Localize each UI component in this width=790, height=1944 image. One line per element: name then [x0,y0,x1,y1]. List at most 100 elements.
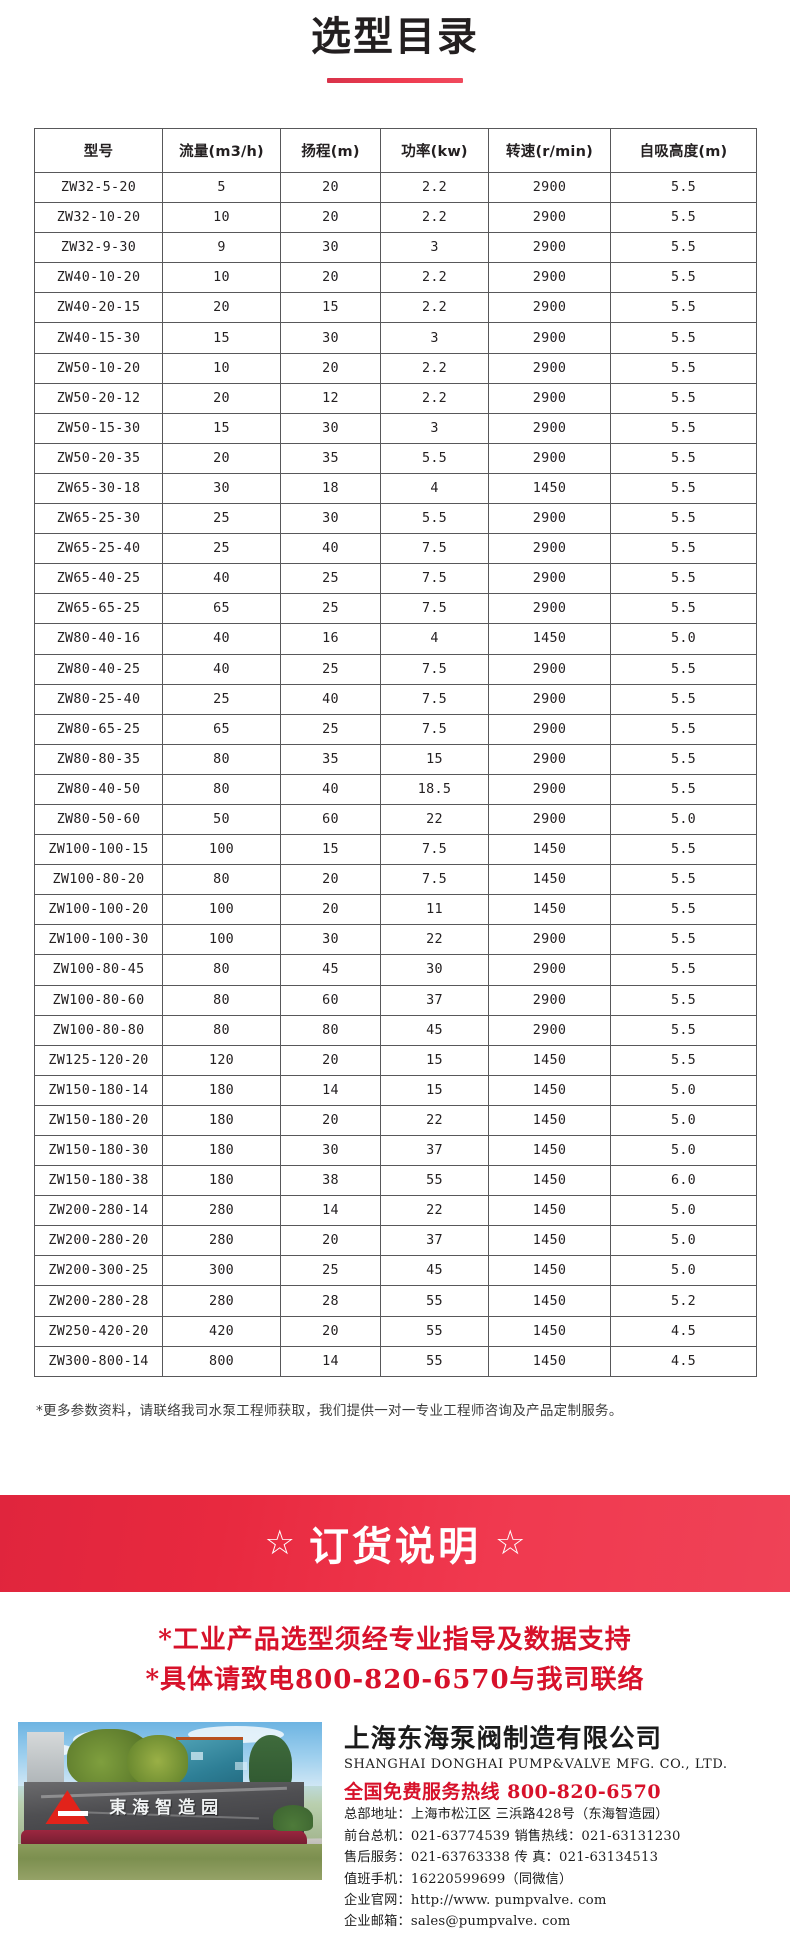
cell-speed: 2900 [488,442,611,474]
cell-speed: 1450 [488,1345,611,1377]
photo-tree [127,1734,189,1788]
cell-speed: 1450 [488,1104,611,1137]
cell-model: ZW100-100-20 [34,894,163,926]
cell-flow: 40 [162,563,281,595]
cell-model: ZW40-10-20 [34,262,163,294]
table-row: ZW100-80-60 80 60 37 2900 5.5 [34,984,757,1016]
cell-suction-height: 5.5 [610,954,757,986]
cell-model: ZW80-50-60 [34,803,163,836]
cell-model: ZW80-40-16 [34,623,163,655]
cell-speed: 2900 [488,803,611,836]
table-row: ZW80-50-60 50 60 22 2900 5.0 [34,803,757,836]
cell-power: 3 [380,232,489,264]
table-row: ZW50-10-20 10 20 2.2 2900 5.5 [34,352,757,384]
table-row: ZW200-280-20 280 20 37 1450 5.0 [34,1225,757,1257]
table-row: ZW40-20-15 20 15 2.2 2900 5.5 [34,292,757,324]
cell-power: 37 [380,984,489,1016]
cell-suction-height: 5.5 [610,171,757,204]
table-row: ZW65-40-25 40 25 7.5 2900 5.5 [34,563,757,595]
cell-flow: 80 [162,954,281,986]
cell-model: ZW150-180-14 [34,1074,163,1106]
table-row: ZW100-80-80 80 80 45 2900 5.5 [34,1014,757,1046]
cell-suction-height: 5.0 [610,1225,757,1257]
cell-speed: 1450 [488,623,611,655]
cell-head: 20 [280,864,381,896]
page-title: 选型目录 [311,14,479,60]
cell-power: 55 [380,1165,489,1197]
cell-speed: 1450 [488,1134,611,1167]
cell-speed: 2900 [488,563,611,595]
photo-hedge [21,1829,307,1848]
company-name-en: SHANGHAI DONGHAI PUMP&VALVE MFG. CO., LT… [344,1757,728,1773]
cell-model: ZW100-80-20 [34,864,163,896]
spec-table-wrapper: 型号 流量(m3/h) 扬程(m) 功率(kw) 转速(r/min) 自吸高度(… [34,128,757,1377]
star-icon-right: ☆ [495,1524,526,1563]
cell-suction-height: 5.5 [610,563,757,595]
cell-model: ZW125-120-20 [34,1044,163,1076]
cell-speed: 2900 [488,322,611,354]
cell-flow: 20 [162,382,281,414]
table-row: ZW32-9-30 9 30 3 2900 5.5 [34,232,757,264]
cell-head: 35 [280,743,381,775]
cell-power: 22 [380,1104,489,1137]
table-row: ZW100-80-20 80 20 7.5 1450 5.5 [34,864,757,896]
cell-flow: 280 [162,1285,281,1317]
cell-power: 4 [380,472,489,505]
cell-head: 30 [280,232,381,264]
company-name-cn: 上海东海泵阀制造有限公司 [344,1724,663,1755]
cell-head: 25 [280,713,381,745]
cell-suction-height: 5.0 [610,1134,757,1167]
cell-model: ZW32-10-20 [34,202,163,234]
cell-model: ZW32-9-30 [34,232,163,264]
cell-speed: 2900 [488,593,611,625]
cell-head: 30 [280,322,381,354]
cell-speed: 1450 [488,1285,611,1317]
cell-speed: 1450 [488,834,611,866]
table-row: ZW100-100-15 100 15 7.5 1450 5.5 [34,834,757,866]
cell-suction-height: 5.0 [610,1104,757,1137]
cell-flow: 300 [162,1255,281,1287]
cell-flow: 30 [162,472,281,505]
cell-head: 12 [280,382,381,414]
cell-model: ZW150-180-20 [34,1104,163,1137]
cell-flow: 15 [162,322,281,354]
table-row: ZW32-5-20 5 20 2.2 2900 5.5 [34,171,757,204]
cell-speed: 1450 [488,1255,611,1287]
cell-suction-height: 5.5 [610,232,757,264]
cell-head: 25 [280,593,381,625]
table-row: ZW100-100-30 100 30 22 2900 5.5 [34,924,757,956]
cell-power: 2.2 [380,171,489,204]
cell-power: 7.5 [380,864,489,896]
table-row: ZW125-120-20 120 20 15 1450 5.5 [34,1044,757,1076]
cell-model: ZW300-800-14 [34,1345,163,1377]
cell-flow: 280 [162,1225,281,1257]
cell-model: ZW50-20-12 [34,382,163,414]
callout-line-1: *工业产品选型须经专业指导及数据支持 [158,1624,632,1655]
cell-flow: 10 [162,352,281,384]
cell-head: 20 [280,1044,381,1076]
cell-head: 18 [280,472,381,505]
cell-power: 2.2 [380,262,489,294]
table-row: ZW150-180-20 180 20 22 1450 5.0 [34,1104,757,1137]
company-footer: 東海智造园 上海东海泵阀制造有限公司 SHANGHAI DONGHAI PUMP… [0,1722,790,1932]
spec-table-head: 型号 流量(m3/h) 扬程(m) 功率(kw) 转速(r/min) 自吸高度(… [34,128,757,173]
cell-power: 7.5 [380,653,489,685]
cell-power: 45 [380,1255,489,1287]
spec-table: 型号 流量(m3/h) 扬程(m) 功率(kw) 转速(r/min) 自吸高度(… [34,128,757,1377]
cell-head: 25 [280,1255,381,1287]
cell-speed: 2900 [488,412,611,444]
cell-suction-height: 5.5 [610,713,757,745]
cell-suction-height: 5.5 [610,593,757,625]
cell-head: 40 [280,773,381,805]
table-row: ZW40-10-20 10 20 2.2 2900 5.5 [34,262,757,294]
cell-suction-height: 5.5 [610,1014,757,1046]
table-row: ZW50-15-30 15 30 3 2900 5.5 [34,412,757,444]
cell-suction-height: 5.5 [610,834,757,866]
cell-flow: 25 [162,533,281,565]
cell-speed: 2900 [488,713,611,745]
cell-suction-height: 5.5 [610,984,757,1016]
cell-speed: 1450 [488,1195,611,1227]
callout-block: *工业产品选型须经专业指导及数据支持 *具体请致电800-820-6570与我司… [0,1620,790,1701]
cell-speed: 2900 [488,773,611,805]
column-header-speed: 转速(r/min) [488,128,611,173]
